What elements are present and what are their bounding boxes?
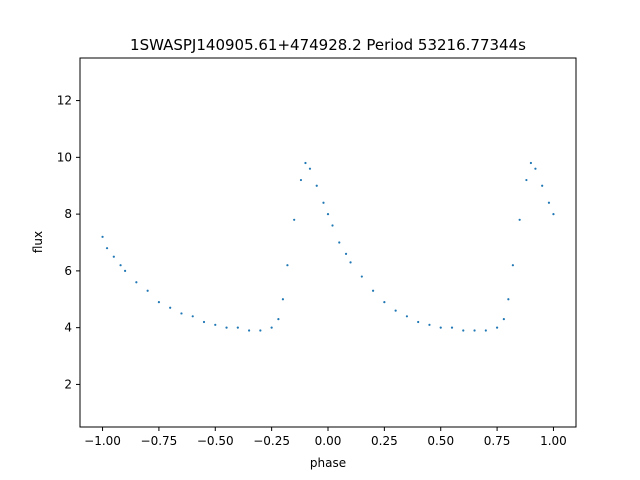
x-tick-label: −1.00 bbox=[84, 434, 121, 448]
data-point bbox=[518, 218, 521, 221]
data-point bbox=[225, 326, 228, 329]
x-tick-label: −0.75 bbox=[141, 434, 178, 448]
data-point bbox=[547, 201, 551, 204]
x-tick-label: −0.50 bbox=[197, 434, 234, 448]
data-point bbox=[247, 329, 251, 332]
data-point bbox=[169, 306, 172, 309]
data-point bbox=[529, 161, 533, 165]
chart-title: 1SWASPJ140905.61+474928.2 Period 53216.7… bbox=[130, 36, 526, 54]
data-point bbox=[525, 178, 528, 182]
data-point bbox=[349, 261, 352, 264]
x-tick-label: 0.50 bbox=[427, 434, 454, 448]
data-point bbox=[322, 201, 325, 204]
data-point bbox=[552, 213, 555, 216]
data-point bbox=[541, 184, 544, 187]
data-point bbox=[450, 326, 454, 329]
data-point bbox=[270, 326, 273, 329]
y-tick-label: 8 bbox=[64, 207, 72, 221]
data-point bbox=[439, 326, 442, 329]
data-point bbox=[101, 235, 104, 238]
x-tick-label: 0.00 bbox=[315, 434, 342, 448]
data-point bbox=[308, 167, 312, 170]
y-axis-label: flux bbox=[31, 231, 45, 253]
x-axis-label: phase bbox=[310, 456, 346, 470]
data-point bbox=[123, 269, 127, 272]
data-point bbox=[105, 247, 109, 250]
data-point bbox=[511, 264, 514, 267]
data-point bbox=[135, 281, 138, 284]
data-point bbox=[304, 161, 307, 165]
data-point bbox=[394, 309, 397, 312]
data-point bbox=[299, 178, 303, 182]
x-tick-label: 1.00 bbox=[540, 434, 567, 448]
y-axis: 2 4 6 8 10 12 bbox=[57, 94, 80, 391]
data-point bbox=[534, 167, 537, 170]
data-point bbox=[214, 323, 217, 326]
data-point bbox=[383, 301, 386, 304]
data-point bbox=[286, 264, 289, 267]
data-point bbox=[236, 326, 239, 329]
data-point bbox=[191, 315, 194, 318]
data-point bbox=[502, 318, 505, 321]
data-point bbox=[277, 318, 280, 321]
data-point bbox=[360, 275, 363, 278]
data-point bbox=[473, 329, 476, 332]
data-point bbox=[180, 312, 183, 315]
x-tick-label: 0.25 bbox=[371, 434, 398, 448]
data-point bbox=[202, 320, 206, 324]
data-point bbox=[417, 320, 420, 324]
y-tick-label: 12 bbox=[57, 94, 72, 108]
plot-area-frame bbox=[79, 57, 577, 428]
data-point bbox=[281, 298, 285, 301]
data-point bbox=[157, 301, 161, 304]
data-point bbox=[315, 184, 318, 187]
data-point bbox=[112, 255, 115, 258]
data-point bbox=[371, 289, 375, 292]
data-point bbox=[119, 264, 122, 267]
y-tick-label: 2 bbox=[64, 377, 72, 391]
data-point bbox=[462, 329, 465, 332]
data-point bbox=[326, 213, 330, 216]
data-point bbox=[146, 289, 149, 292]
data-point bbox=[484, 329, 487, 332]
data-point bbox=[405, 315, 409, 318]
x-axis: −1.00 −0.75 −0.50 −0.25 0.00 0.25 0.50 0.75 1.00 bbox=[84, 427, 567, 448]
data-point bbox=[293, 218, 296, 221]
data-point bbox=[338, 241, 341, 244]
data-point bbox=[507, 298, 510, 301]
x-tick-label: 0.75 bbox=[484, 434, 511, 448]
data-point bbox=[344, 252, 348, 255]
y-tick-label: 10 bbox=[57, 150, 72, 164]
data-point bbox=[259, 329, 262, 332]
y-tick-label: 4 bbox=[64, 321, 72, 335]
y-tick-label: 6 bbox=[64, 264, 72, 278]
data-points bbox=[101, 161, 555, 332]
data-point bbox=[428, 323, 431, 326]
x-tick-label: −0.25 bbox=[253, 434, 290, 448]
data-point bbox=[495, 326, 499, 329]
data-point bbox=[331, 224, 334, 227]
